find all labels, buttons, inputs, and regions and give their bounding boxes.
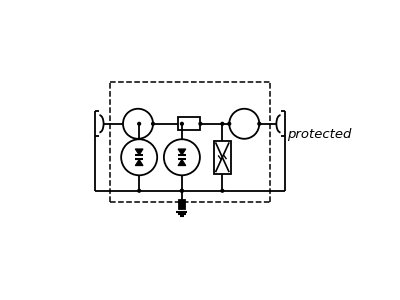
Circle shape: [221, 122, 224, 125]
Circle shape: [221, 189, 224, 192]
Polygon shape: [178, 160, 186, 166]
Polygon shape: [135, 149, 143, 155]
Polygon shape: [135, 160, 143, 166]
Circle shape: [180, 189, 183, 192]
Circle shape: [228, 122, 231, 125]
Text: protected: protected: [287, 128, 351, 141]
Circle shape: [138, 189, 140, 192]
Bar: [179, 200, 185, 209]
Circle shape: [258, 122, 261, 125]
Circle shape: [199, 122, 202, 125]
Circle shape: [138, 122, 140, 125]
Circle shape: [180, 189, 183, 192]
Bar: [214, 140, 231, 174]
Polygon shape: [178, 149, 186, 155]
Bar: [178, 117, 200, 130]
Circle shape: [180, 122, 183, 125]
Circle shape: [152, 122, 154, 125]
